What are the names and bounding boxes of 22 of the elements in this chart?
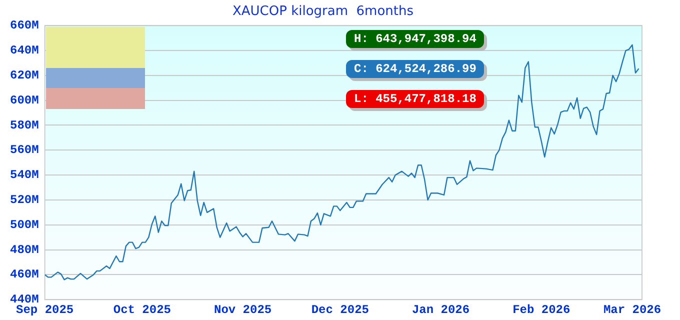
y-tick-label: 480M	[10, 242, 39, 257]
x-tick-label: Mar 2026	[603, 302, 662, 317]
y-tick-label: 500M	[10, 218, 39, 232]
annotation: L: 455,477,818.18	[346, 90, 484, 108]
x-tick-label: Feb 2026	[512, 302, 570, 317]
y-tick-label: 560M	[10, 143, 39, 158]
y-tick-label: 600M	[10, 93, 39, 108]
x-tick-label: Sep 2025	[16, 302, 74, 317]
y-tick-label: 580M	[10, 118, 39, 132]
y-tick-label: 620M	[10, 68, 39, 82]
y-tick-label: 660M	[10, 18, 39, 33]
y-tick-label: 640M	[10, 44, 39, 58]
x-tick-label: Nov 2025	[214, 302, 272, 317]
y-tick-label: 520M	[10, 192, 39, 207]
x-tick-label: Oct 2025	[113, 302, 171, 317]
y-tick-label: 460M	[10, 268, 39, 282]
x-tick-label: Jan 2026	[412, 302, 470, 317]
chart-title: XAUCOP kilogram 6months	[232, 4, 414, 20]
annotation: H: 643,947,398.94	[346, 30, 484, 48]
annotation: C: 624,524,286.99	[346, 60, 484, 78]
y-tick-label: 540M	[10, 168, 39, 182]
x-tick-label: Dec 2025	[311, 302, 369, 317]
